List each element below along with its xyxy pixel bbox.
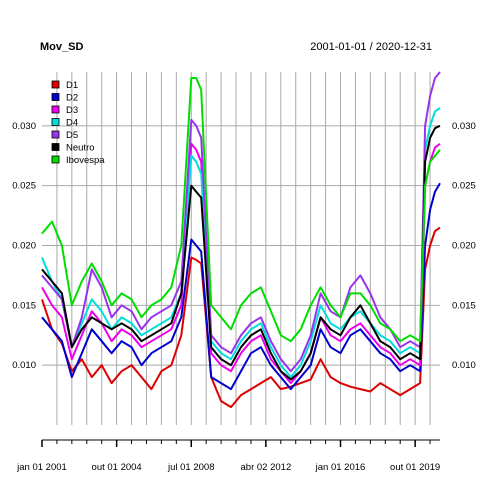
y-tick-right-0: 0.010	[452, 360, 476, 371]
legend-label-ibovespa: Ibovespa	[66, 155, 105, 166]
x-axis: jan 01 2001 out 01 2004 jul 01 2008 abr 02 …	[16, 439, 440, 473]
y-axis-right: 0.010 0.015 0.020 0.025 0.030	[452, 121, 476, 371]
legend-label-d4: D4	[66, 118, 78, 129]
y-tick-left-4: 0.030	[12, 121, 36, 132]
x-tick-label-2: jul 01 2008	[167, 462, 214, 473]
series-layer	[41, 71, 441, 409]
x-tick-label-3: abr 02 2012	[241, 462, 292, 473]
grid	[42, 72, 440, 425]
chart-title: Mov_SD	[40, 41, 83, 53]
x-tick-label-5: out 01 2019	[390, 462, 440, 473]
legend-swatch-d4	[51, 118, 60, 126]
legend-swatch-neutro	[51, 143, 60, 151]
legend-swatch-d2	[51, 93, 60, 101]
y-tick-right-1: 0.015	[452, 300, 476, 311]
x-tick-label-0: jan 01 2001	[16, 462, 67, 473]
legend-label-d3: D3	[66, 105, 78, 116]
x-tick-label-1: out 01 2004	[92, 462, 142, 473]
legend-swatch-d1	[51, 80, 60, 89]
y-tick-left-0: 0.010	[12, 360, 36, 371]
y-tick-left-3: 0.025	[12, 181, 36, 192]
y-tick-right-4: 0.030	[452, 121, 476, 132]
legend-label-d2: D2	[66, 93, 78, 104]
legend-swatch-d3	[51, 105, 60, 114]
series-line-neutro	[41, 124, 441, 381]
series-line-d2	[41, 182, 441, 391]
y-tick-left-2: 0.020	[12, 241, 36, 252]
chart-date-range: 2001-01-01 / 2020-12-31	[310, 41, 432, 53]
series-line-d3	[41, 142, 441, 385]
y-tick-left-1: 0.015	[12, 300, 36, 311]
legend-label-d1: D1	[66, 80, 78, 91]
y-tick-right-2: 0.020	[452, 241, 476, 252]
y-tick-right-3: 0.025	[452, 181, 476, 192]
x-tick-label-4: jan 01 2016	[315, 462, 366, 473]
legend-label-neutro: Neutro	[66, 143, 95, 154]
legend-label-d5: D5	[66, 130, 78, 141]
series-line-d1	[41, 226, 441, 409]
series-line-ibovespa	[41, 77, 441, 343]
legend-swatch-d5	[51, 130, 60, 139]
y-axis-left: 0.010 0.015 0.020 0.025 0.030	[12, 121, 36, 371]
legend-swatch-ibovespa	[51, 155, 60, 164]
